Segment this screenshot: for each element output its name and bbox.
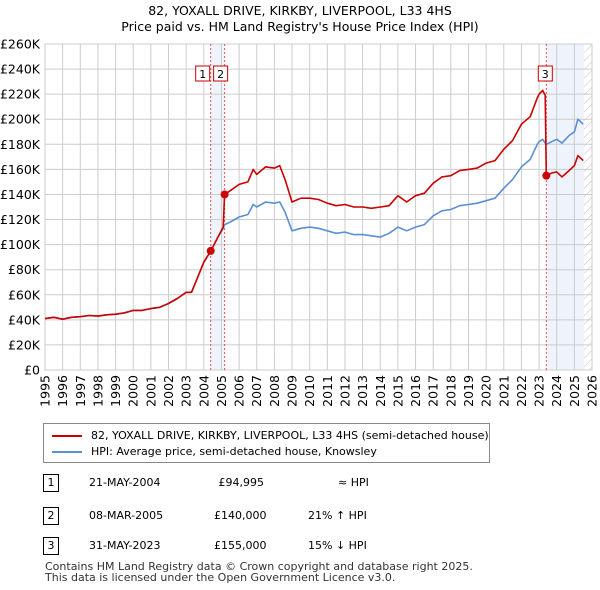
x-tick-label: 2023 bbox=[532, 375, 547, 407]
y-tick-label: £260K bbox=[0, 37, 41, 52]
x-tick-label: 2010 bbox=[302, 375, 317, 407]
x-tick-label: 2021 bbox=[496, 375, 511, 407]
x-tick-label: 2011 bbox=[320, 375, 335, 407]
x-tick-label: 2026 bbox=[585, 375, 600, 407]
sale-label-box bbox=[195, 65, 211, 82]
x-tick-label: 2013 bbox=[355, 375, 370, 407]
x-tick-label: 2009 bbox=[285, 375, 300, 407]
sale-period-shade bbox=[546, 44, 585, 370]
legend-swatch-property bbox=[52, 434, 82, 437]
x-tick-label: 2004 bbox=[196, 375, 211, 407]
transaction-row: 3 31-MAY-2023 £155,000 15% ↓ HPI bbox=[0, 537, 600, 555]
sale-label: 3 bbox=[542, 68, 549, 81]
x-tick-label: 1999 bbox=[108, 375, 123, 407]
y-tick-label: £220K bbox=[0, 87, 41, 102]
sale-label-box bbox=[213, 65, 229, 82]
y-tick-label: £120K bbox=[0, 212, 41, 227]
transaction-hpi-relation: 21% ↑ HPI bbox=[308, 509, 367, 522]
sale-label: 2 bbox=[217, 68, 224, 81]
x-tick-label: 2001 bbox=[143, 375, 158, 407]
sale-point bbox=[220, 190, 229, 199]
legend-label: HPI: Average price, semi-detached house,… bbox=[91, 445, 377, 458]
footer-copyright: Contains HM Land Registry data © Crown c… bbox=[45, 560, 473, 573]
transaction-row: 2 08-MAR-2005 £140,000 21% ↑ HPI bbox=[0, 507, 600, 525]
y-tick-label: £140K bbox=[0, 187, 41, 202]
x-tick-label: 2020 bbox=[479, 375, 494, 407]
x-tick-label: 2019 bbox=[461, 375, 476, 407]
x-tick-label: 2008 bbox=[267, 375, 282, 407]
plot-border bbox=[44, 43, 593, 371]
y-tick-label: £0 bbox=[24, 363, 40, 378]
transaction-price: £155,000 bbox=[214, 539, 267, 552]
x-tick-label: 2017 bbox=[426, 375, 441, 407]
x-tick-label: 2015 bbox=[390, 375, 405, 407]
transaction-price: £140,000 bbox=[214, 509, 267, 522]
x-tick-label: 2003 bbox=[179, 375, 194, 407]
y-tick-label: £240K bbox=[0, 62, 41, 77]
x-tick-label: 2006 bbox=[232, 375, 247, 407]
x-tick-label: 2016 bbox=[408, 375, 423, 407]
price-chart: £0 £20K £40K £60K £80K £100K £120K £140K £160K £1… bbox=[0, 37, 600, 407]
x-tick-label: 1997 bbox=[73, 375, 88, 407]
transaction-date: 08-MAR-2005 bbox=[89, 509, 164, 522]
legend-swatch-hpi bbox=[52, 450, 82, 453]
sale-point bbox=[206, 246, 215, 255]
x-tick-label: 1998 bbox=[90, 375, 105, 407]
x-tick-label: 2024 bbox=[549, 375, 564, 407]
transaction-date: 31-MAY-2023 bbox=[89, 539, 161, 552]
transaction-number: 1 bbox=[43, 474, 59, 492]
legend: 82, YOXALL DRIVE, KIRKBY, LIVERPOOL, L33… bbox=[43, 423, 490, 463]
x-tick-label: 2007 bbox=[249, 375, 264, 407]
sale-label: 1 bbox=[199, 68, 206, 81]
footer-licence: This data is licensed under the Open Gov… bbox=[45, 571, 396, 584]
transaction-price: £94,995 bbox=[218, 476, 265, 489]
x-tick-label: 2002 bbox=[161, 375, 176, 407]
legend-item-hpi: HPI: Average price, semi-detached house,… bbox=[52, 445, 377, 458]
y-tick-label: £60K bbox=[8, 287, 41, 302]
chart-subtitle: Price paid vs. HM Land Registry's House … bbox=[121, 19, 479, 34]
x-tick-label: 2014 bbox=[373, 375, 388, 407]
x-tick-label: 1996 bbox=[55, 375, 70, 407]
price-paid-line bbox=[44, 89, 584, 320]
y-tick-label: £180K bbox=[0, 137, 41, 152]
y-tick-label: £40K bbox=[8, 312, 41, 327]
x-tick-label: 2022 bbox=[514, 375, 529, 407]
legend-item-property: 82, YOXALL DRIVE, KIRKBY, LIVERPOOL, L33… bbox=[52, 429, 489, 442]
y-tick-label: £20K bbox=[8, 337, 41, 352]
sale-point bbox=[542, 171, 551, 180]
x-tick-label: 2025 bbox=[567, 375, 582, 407]
chart-title: 82, YOXALL DRIVE, KIRKBY, LIVERPOOL, L33… bbox=[148, 3, 452, 18]
sale-label-box bbox=[537, 65, 553, 82]
y-tick-label: £160K bbox=[0, 162, 41, 177]
x-tick-label: 2018 bbox=[443, 375, 458, 407]
y-tick-label: £100K bbox=[0, 237, 41, 252]
x-tick-label: 2012 bbox=[337, 375, 352, 407]
transaction-hpi-relation: 15% ↓ HPI bbox=[308, 539, 367, 552]
future-hatch bbox=[584, 44, 592, 370]
transaction-number: 3 bbox=[43, 537, 59, 555]
transaction-hpi-relation: ≈ HPI bbox=[338, 476, 369, 489]
y-tick-label: £200K bbox=[0, 112, 41, 127]
legend-label: 82, YOXALL DRIVE, KIRKBY, LIVERPOOL, L33… bbox=[91, 429, 489, 442]
x-tick-label: 2005 bbox=[214, 375, 229, 407]
transaction-date: 21-MAY-2004 bbox=[89, 476, 161, 489]
x-tick-label: 1995 bbox=[38, 375, 53, 407]
transaction-number: 2 bbox=[43, 507, 59, 525]
y-tick-label: £80K bbox=[8, 262, 41, 277]
sale-period-shade bbox=[210, 44, 225, 370]
transaction-row: 1 21-MAY-2004 £94,995 ≈ HPI bbox=[0, 474, 600, 492]
x-tick-label: 2000 bbox=[126, 375, 141, 407]
